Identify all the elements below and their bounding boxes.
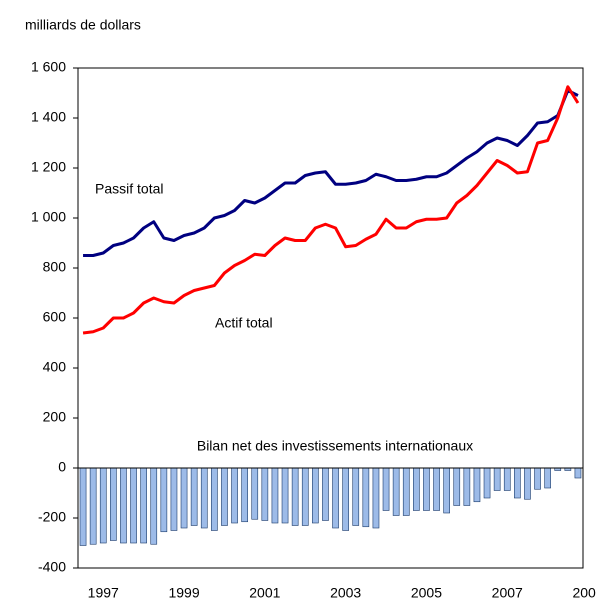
y-tick-label: 1 200	[31, 159, 66, 175]
bar	[534, 467, 541, 490]
y-tick-label: 200	[43, 409, 67, 425]
x-tick-label: 1997	[88, 585, 119, 601]
x-tick-label: 2003	[330, 585, 361, 601]
bar	[312, 467, 319, 524]
bar	[281, 467, 289, 524]
bar	[241, 467, 248, 523]
bar	[493, 467, 501, 491]
bar	[291, 467, 299, 526]
y-tick-label: 600	[43, 309, 67, 325]
bar	[200, 467, 208, 529]
bar	[261, 467, 269, 521]
x-tick-label: 2001	[249, 585, 280, 601]
bar	[190, 467, 198, 526]
x-tick-label: 1999	[168, 585, 199, 601]
y-tick-label: 0	[58, 459, 66, 475]
bar	[372, 467, 380, 529]
bar	[110, 467, 117, 541]
plot-frame	[77, 67, 584, 569]
bar	[211, 467, 218, 531]
x-tick-label: 2007	[492, 585, 523, 601]
bar	[433, 467, 440, 511]
bar	[231, 467, 238, 524]
bar	[140, 467, 147, 544]
bar	[463, 467, 471, 506]
bar	[180, 467, 188, 529]
bar	[301, 467, 309, 526]
bar	[544, 467, 551, 489]
bar	[423, 467, 430, 511]
bar	[160, 467, 168, 533]
line	[83, 89, 579, 257]
y-tick-label: 1 400	[31, 109, 66, 125]
bar	[382, 467, 390, 511]
y-tick-label: 800	[43, 259, 67, 275]
bar	[574, 467, 582, 479]
bar	[322, 467, 329, 521]
bar	[514, 467, 521, 499]
bar	[79, 467, 87, 546]
bar	[120, 467, 127, 544]
bar	[473, 467, 481, 503]
bar	[503, 467, 511, 491]
bar	[251, 467, 259, 520]
bar	[89, 467, 97, 545]
bar	[483, 467, 491, 499]
y-axis-label: milliards de dollars	[25, 17, 141, 33]
bar	[342, 467, 349, 531]
bar	[271, 467, 279, 524]
bar	[332, 467, 339, 529]
y-tick-label: -200	[38, 509, 66, 525]
x-tick-label: 2009	[572, 585, 596, 601]
bar	[392, 467, 400, 516]
y-tick-label: -400	[38, 559, 66, 575]
series-label: Actif total	[215, 315, 273, 331]
bar	[402, 467, 410, 516]
series-label: Bilan net des investissements internatio…	[197, 438, 473, 454]
bar	[413, 467, 420, 511]
bar	[362, 467, 370, 528]
series-label: Passif total	[95, 181, 163, 197]
bar	[170, 467, 178, 531]
y-tick-label: 1 600	[31, 59, 66, 75]
bar	[130, 467, 137, 544]
y-tick-label: 1 000	[31, 209, 66, 225]
line	[82, 85, 580, 335]
bar	[150, 467, 158, 545]
bar	[524, 467, 531, 500]
bar	[443, 467, 450, 514]
bar	[453, 467, 461, 506]
x-tick-label: 2005	[411, 585, 442, 601]
bar	[99, 467, 107, 544]
bar	[221, 467, 228, 526]
y-tick-label: 400	[43, 359, 67, 375]
bar	[352, 467, 360, 526]
